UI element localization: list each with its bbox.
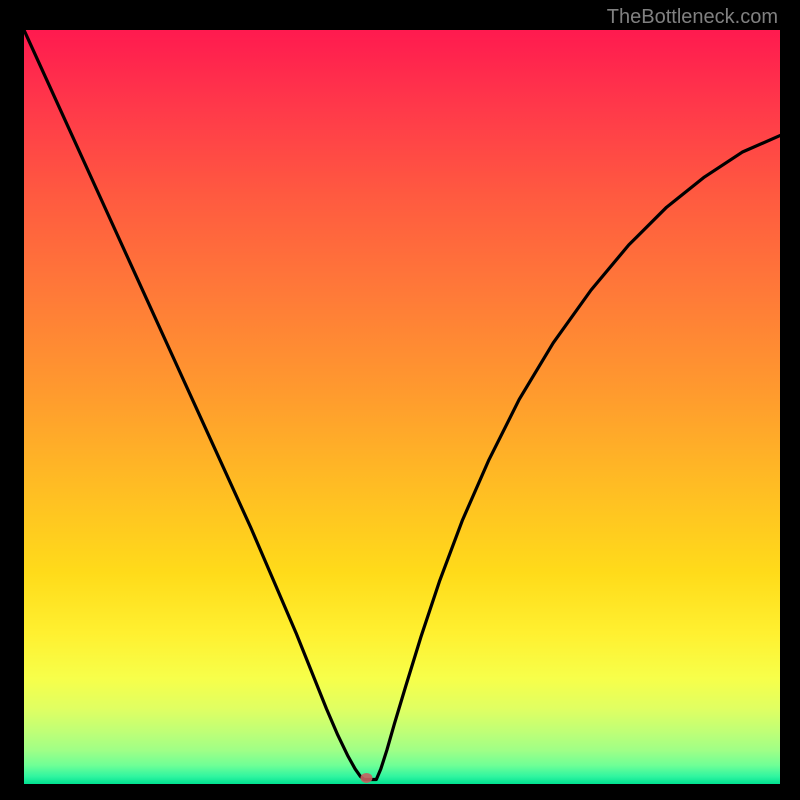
watermark-text: TheBottleneck.com <box>607 6 778 29</box>
bottleneck-curve <box>24 30 780 784</box>
curve-line <box>24 30 780 779</box>
minimum-marker-icon <box>360 773 372 783</box>
plot-area <box>24 30 780 784</box>
